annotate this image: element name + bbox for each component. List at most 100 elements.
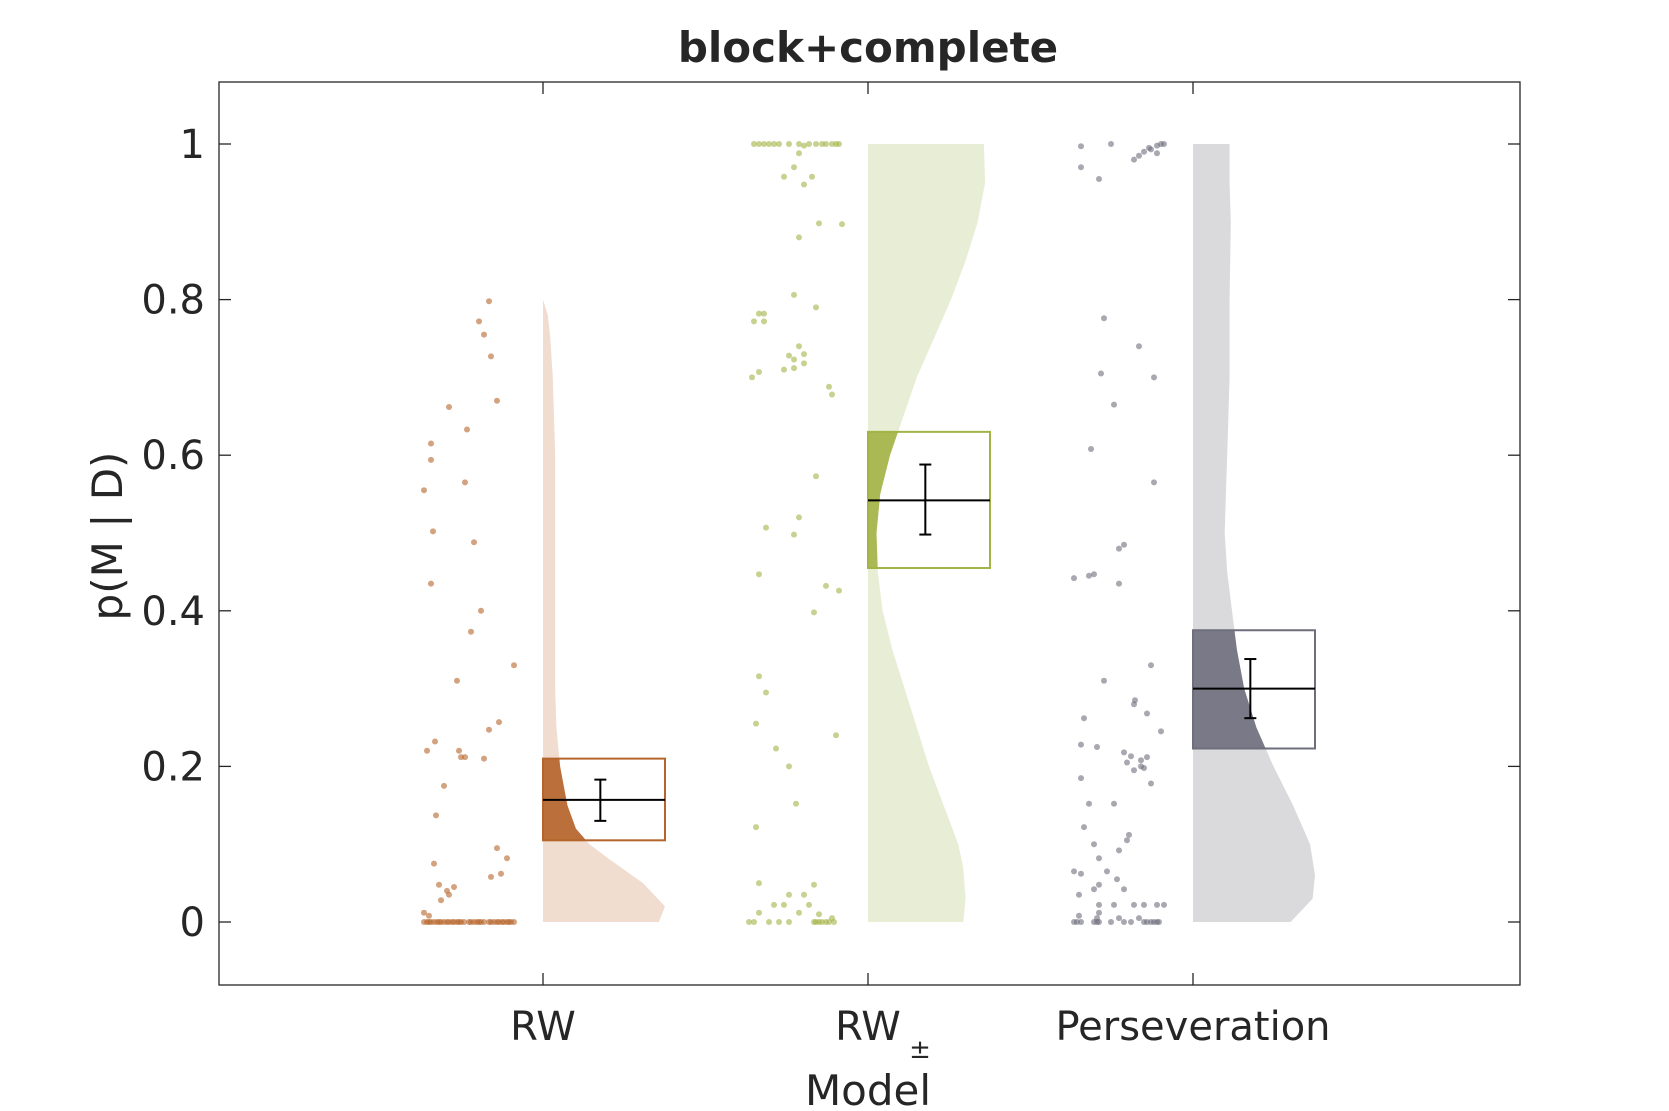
data-point (1116, 545, 1122, 552)
data-point (1078, 143, 1084, 150)
data-point (763, 689, 769, 696)
data-point (1154, 901, 1160, 908)
data-point (1078, 775, 1084, 782)
data-point (1158, 728, 1164, 735)
data-point (1131, 767, 1137, 774)
series-group (746, 141, 991, 925)
data-point (438, 897, 444, 904)
data-point (1136, 915, 1142, 922)
data-point (1136, 152, 1142, 159)
x-tick-label: Perseveration (1055, 1004, 1330, 1050)
data-point (806, 901, 812, 908)
data-point (1078, 164, 1084, 171)
x-axis-label: Model (805, 1066, 931, 1111)
data-point (1136, 343, 1142, 350)
data-point (1108, 141, 1114, 147)
data-point (421, 909, 427, 916)
data-point (456, 747, 462, 754)
data-point (1121, 541, 1127, 548)
y-tick-label: 1 (180, 122, 205, 168)
data-point (796, 514, 802, 521)
series-group (1071, 141, 1316, 925)
data-point (1078, 741, 1084, 748)
y-tick-label: 0.6 (141, 433, 205, 479)
chart-title: block+complete (678, 23, 1058, 72)
data-point (816, 220, 822, 227)
data-point (462, 754, 468, 761)
data-point (504, 855, 510, 862)
data-point (801, 351, 807, 358)
data-point (1111, 401, 1117, 408)
data-point (1076, 912, 1082, 919)
data-point (813, 141, 819, 147)
data-point (791, 164, 797, 171)
data-point (1114, 876, 1120, 883)
data-point (756, 571, 762, 578)
data-point (791, 291, 797, 298)
data-point (786, 763, 792, 770)
data-point (839, 221, 845, 228)
data-point (426, 912, 432, 919)
data-point (1128, 753, 1134, 760)
data-point (756, 310, 762, 317)
data-point (1161, 901, 1167, 908)
data-point (1121, 886, 1127, 893)
data-point (816, 911, 822, 918)
data-point (766, 141, 772, 147)
data-point (786, 352, 792, 359)
data-point (751, 141, 757, 147)
data-point (1116, 915, 1122, 922)
data-point (1124, 837, 1130, 844)
data-point (811, 881, 817, 888)
data-point (481, 919, 487, 925)
data-point (791, 356, 797, 363)
data-point (1096, 901, 1102, 908)
data-point (753, 824, 759, 831)
data-point (486, 726, 492, 733)
data-point (481, 755, 487, 762)
data-point (1094, 915, 1100, 922)
data-point (1156, 919, 1162, 925)
data-point (796, 909, 802, 916)
data-point (791, 531, 797, 538)
data-point (476, 318, 482, 325)
data-point (451, 884, 457, 890)
data-point (796, 343, 802, 350)
data-point (1111, 800, 1117, 807)
data-point (771, 901, 777, 908)
data-point (1081, 715, 1087, 722)
data-point (801, 891, 807, 898)
data-point (498, 870, 504, 877)
data-point (1086, 572, 1092, 579)
data-point (428, 440, 434, 447)
y-tick-label: 0.4 (141, 589, 205, 635)
data-point (1124, 759, 1130, 766)
data-point (1141, 901, 1147, 908)
data-point (1138, 757, 1144, 764)
data-point (433, 812, 439, 819)
data-point (1078, 870, 1084, 877)
data-point (428, 580, 434, 587)
data-point (781, 901, 787, 908)
data-point (436, 881, 442, 888)
data-point (462, 479, 468, 486)
data-point (1131, 901, 1137, 908)
data-point (823, 582, 829, 589)
data-point (496, 719, 502, 726)
data-point (836, 141, 842, 147)
density-cloud (543, 299, 665, 923)
data-point (446, 891, 452, 898)
data-point (1078, 919, 1084, 925)
data-point (1121, 749, 1127, 756)
data-point (801, 142, 807, 149)
data-point (781, 366, 787, 373)
data-point (761, 310, 767, 317)
data-point (1148, 662, 1154, 669)
data-point (1151, 374, 1157, 381)
data-point (1141, 148, 1147, 155)
data-point (1076, 891, 1082, 898)
data-point (793, 800, 799, 807)
x-tick-label-subscript: ± (909, 1035, 931, 1065)
data-point (751, 919, 757, 925)
data-point (811, 609, 817, 616)
